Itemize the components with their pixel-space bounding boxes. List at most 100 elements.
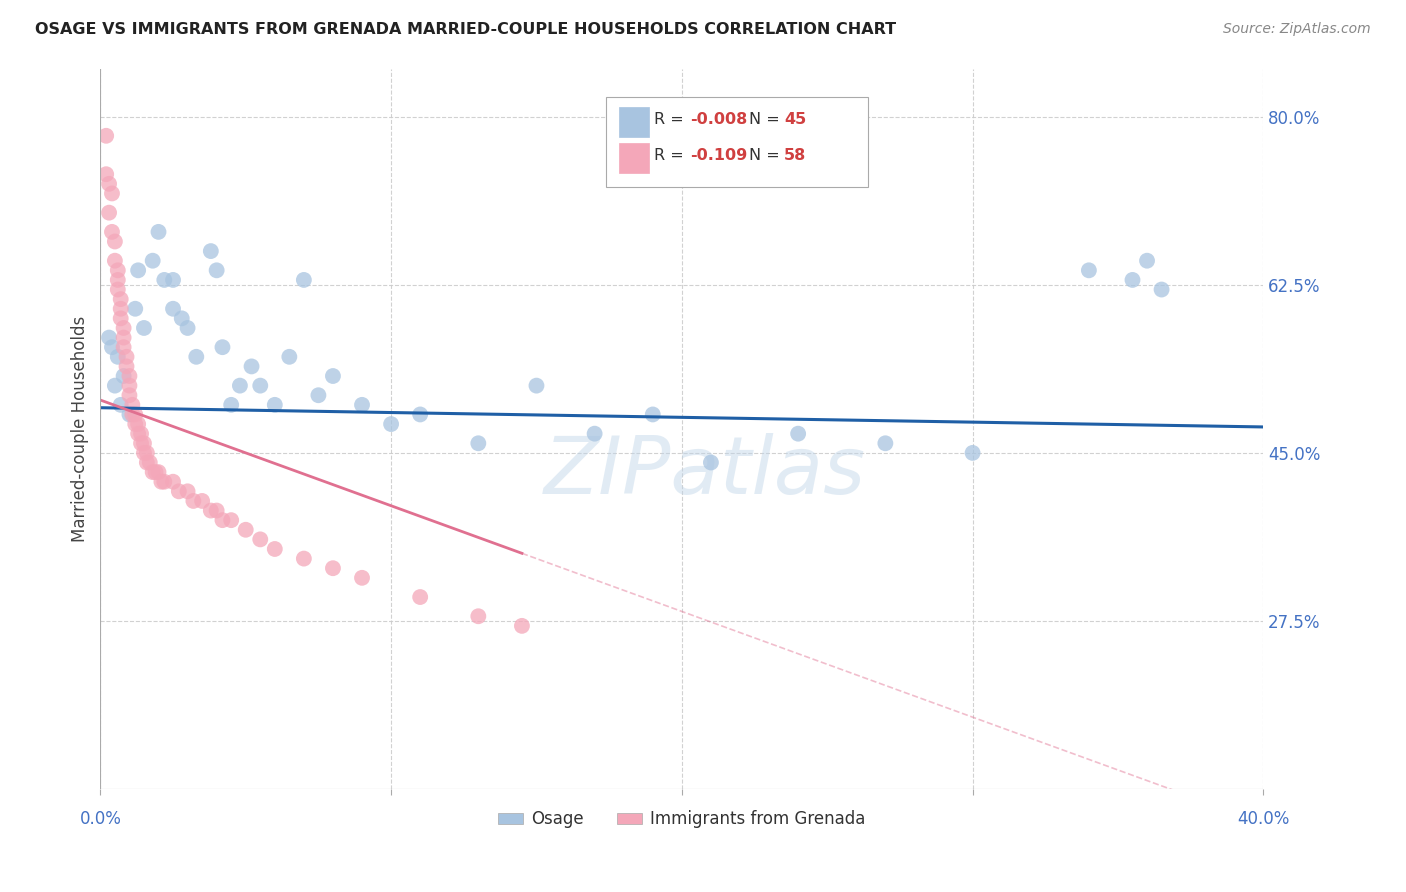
Text: OSAGE VS IMMIGRANTS FROM GRENADA MARRIED-COUPLE HOUSEHOLDS CORRELATION CHART: OSAGE VS IMMIGRANTS FROM GRENADA MARRIED… <box>35 22 896 37</box>
Point <box>162 273 184 287</box>
Point <box>115 359 138 374</box>
Text: 45: 45 <box>785 112 807 128</box>
Point <box>132 446 155 460</box>
Point <box>170 311 193 326</box>
Point <box>98 205 121 219</box>
Point <box>162 475 184 489</box>
Point <box>110 398 132 412</box>
Point <box>467 609 489 624</box>
Point <box>240 359 263 374</box>
Point <box>118 388 141 402</box>
Point <box>124 417 146 431</box>
Text: ZIPatlas: ZIPatlas <box>544 434 866 511</box>
Point <box>104 253 127 268</box>
Point <box>219 513 242 527</box>
Point <box>409 408 432 422</box>
Point <box>121 398 143 412</box>
Point <box>110 311 132 326</box>
Point <box>278 350 301 364</box>
Point <box>1121 273 1143 287</box>
Point <box>110 292 132 306</box>
Point <box>153 475 176 489</box>
Point <box>135 446 157 460</box>
Point <box>135 456 157 470</box>
Point <box>153 273 176 287</box>
Point <box>205 503 228 517</box>
Point <box>211 513 233 527</box>
Text: Source: ZipAtlas.com: Source: ZipAtlas.com <box>1223 22 1371 37</box>
Point <box>127 263 149 277</box>
Text: R =: R = <box>654 112 689 128</box>
FancyBboxPatch shape <box>619 143 650 173</box>
Point <box>162 301 184 316</box>
Point <box>200 503 222 517</box>
Point <box>145 465 167 479</box>
Point <box>142 253 165 268</box>
Point <box>107 263 129 277</box>
Point <box>186 350 208 364</box>
Point <box>307 388 329 402</box>
Point <box>132 436 155 450</box>
Point <box>263 541 285 556</box>
Point <box>110 301 132 316</box>
Point <box>112 330 135 344</box>
Text: 40.0%: 40.0% <box>1237 810 1289 829</box>
Point <box>229 378 252 392</box>
Point <box>124 301 146 316</box>
Point <box>129 426 152 441</box>
Point <box>101 186 124 201</box>
Point <box>98 330 121 344</box>
Point <box>115 350 138 364</box>
Point <box>526 378 548 392</box>
Text: N =: N = <box>749 112 785 128</box>
Point <box>107 350 129 364</box>
Point <box>127 426 149 441</box>
Text: N =: N = <box>749 148 785 163</box>
Point <box>292 551 315 566</box>
Point <box>148 465 170 479</box>
Point <box>132 321 155 335</box>
Point <box>380 417 402 431</box>
Point <box>112 321 135 335</box>
Point <box>101 225 124 239</box>
Text: 0.0%: 0.0% <box>79 810 121 829</box>
Point <box>205 263 228 277</box>
Point <box>107 273 129 287</box>
Text: R =: R = <box>654 148 689 163</box>
Point <box>121 408 143 422</box>
Point <box>142 465 165 479</box>
Point <box>148 225 170 239</box>
Point <box>510 619 533 633</box>
Point <box>124 408 146 422</box>
Point <box>176 321 198 335</box>
Point <box>583 426 606 441</box>
Point <box>118 369 141 384</box>
Point <box>98 177 121 191</box>
Point <box>219 398 242 412</box>
Point <box>104 378 127 392</box>
Point <box>96 128 118 143</box>
Point <box>118 378 141 392</box>
Point <box>118 408 141 422</box>
Point <box>101 340 124 354</box>
Point <box>167 484 190 499</box>
Point <box>292 273 315 287</box>
Point <box>249 378 271 392</box>
Legend: Osage, Immigrants from Grenada: Osage, Immigrants from Grenada <box>491 804 873 835</box>
Point <box>1077 263 1099 277</box>
Point <box>139 456 162 470</box>
Point <box>104 235 127 249</box>
Point <box>129 436 152 450</box>
FancyBboxPatch shape <box>619 107 650 137</box>
Point <box>875 436 897 450</box>
Text: -0.008: -0.008 <box>690 112 747 128</box>
Point <box>127 417 149 431</box>
Point <box>249 533 271 547</box>
Point <box>112 369 135 384</box>
FancyBboxPatch shape <box>606 97 868 187</box>
Point <box>962 446 984 460</box>
Point <box>235 523 257 537</box>
Point <box>211 340 233 354</box>
Point <box>263 398 285 412</box>
Y-axis label: Married-couple Households: Married-couple Households <box>72 316 89 542</box>
